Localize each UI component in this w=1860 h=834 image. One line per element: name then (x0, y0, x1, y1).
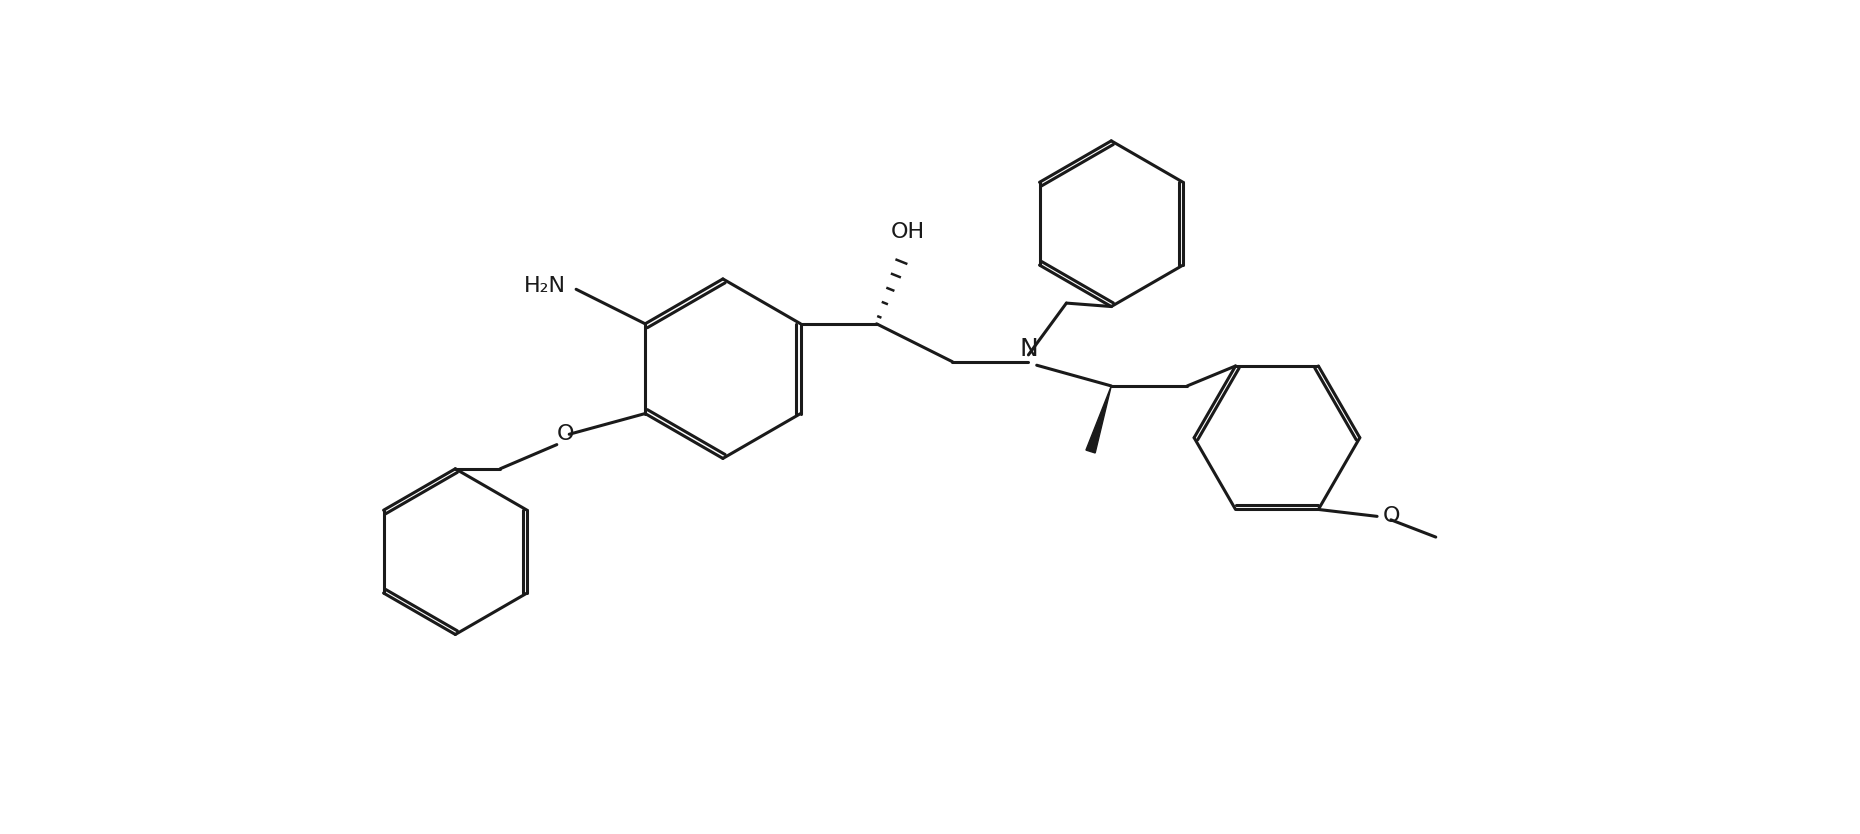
Text: OH: OH (891, 223, 924, 243)
Polygon shape (1086, 386, 1110, 453)
Text: N: N (1019, 337, 1038, 361)
Text: H₂N: H₂N (525, 276, 565, 296)
Text: O: O (1382, 506, 1401, 526)
Text: O: O (556, 425, 575, 445)
